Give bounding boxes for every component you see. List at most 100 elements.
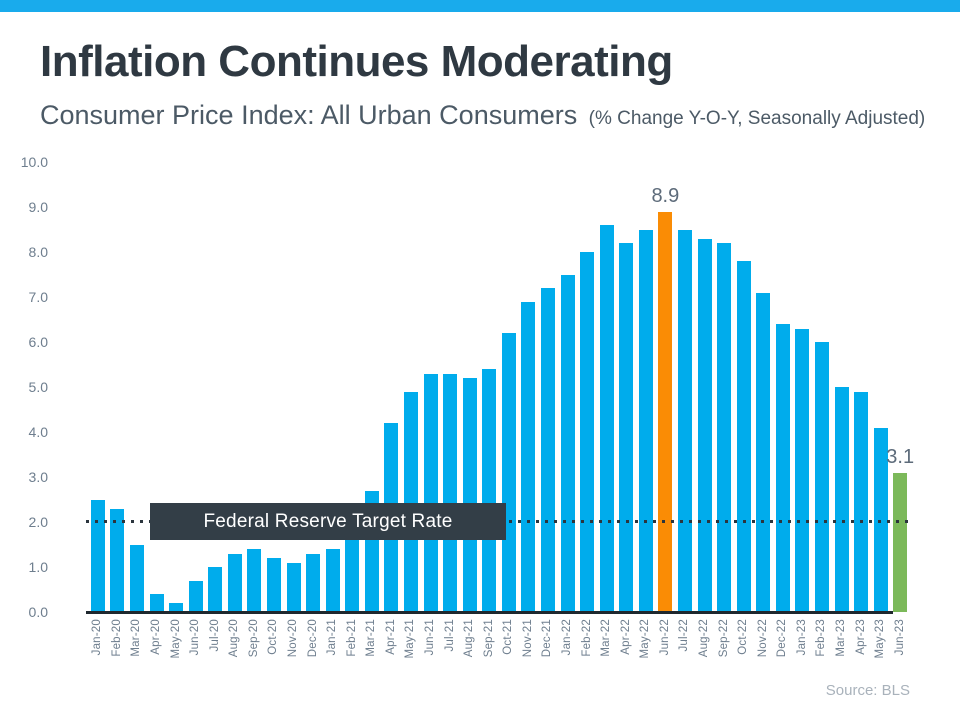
x-tick-label: Dec-22 — [776, 619, 789, 658]
x-tick-label: May-21 — [404, 619, 417, 659]
x-tick-label: Aug-20 — [228, 619, 241, 658]
bar — [873, 427, 888, 612]
bar-highlighted — [893, 472, 908, 612]
x-tick-label: May-23 — [874, 619, 887, 659]
bar-value-label: 8.9 — [651, 184, 680, 207]
page-title: Inflation Continues Moderating — [40, 37, 673, 86]
x-tick-label: Sep-20 — [247, 619, 260, 658]
bar — [129, 544, 144, 612]
x-tick-label: Sep-22 — [717, 619, 730, 658]
bar — [227, 553, 242, 612]
bar — [540, 288, 555, 612]
x-tick-label: May-22 — [639, 619, 652, 659]
source-label: Source: BLS — [825, 682, 910, 699]
x-tick-label: Feb-23 — [815, 619, 828, 657]
x-tick-label: Mar-20 — [130, 619, 143, 657]
subtitle-text: Consumer Price Index: All Urban Consumer… — [40, 100, 578, 130]
x-tick-label: Dec-21 — [541, 619, 554, 658]
bar — [560, 274, 575, 612]
bar — [403, 391, 418, 612]
x-tick-label: Jan-21 — [326, 619, 339, 656]
subtitle-note: (% Change Y-O-Y, Seasonally Adjusted) — [588, 108, 926, 129]
x-tick-label: Jul-20 — [208, 619, 221, 652]
bar — [697, 238, 712, 612]
bar — [188, 580, 203, 612]
x-tick-label: Mar-23 — [835, 619, 847, 657]
bar — [638, 229, 653, 612]
bar — [854, 391, 869, 612]
bar — [443, 373, 458, 612]
bar — [775, 324, 790, 612]
x-tick-label: Feb-22 — [580, 619, 593, 657]
bar — [599, 225, 614, 612]
x-tick-label: Apr-23 — [854, 619, 867, 655]
bar — [521, 301, 536, 612]
bar — [814, 342, 829, 612]
bar — [169, 603, 184, 612]
y-tick-label: 9.0 — [28, 199, 48, 215]
y-tick-label: 2.0 — [28, 514, 48, 530]
bar — [90, 499, 105, 612]
y-tick-label: 6.0 — [28, 334, 48, 350]
accent-strip — [0, 0, 960, 12]
x-tick-label: Nov-22 — [756, 619, 769, 658]
x-tick-label: Oct-21 — [502, 619, 515, 655]
x-tick-label: Jul-22 — [678, 619, 691, 652]
bar — [756, 292, 771, 612]
x-tick-label: Jun-21 — [424, 619, 436, 656]
bar — [286, 562, 301, 612]
y-tick-label: 1.0 — [28, 559, 48, 575]
x-tick-label: Jun-22 — [658, 619, 671, 656]
bar — [501, 333, 516, 612]
x-tick-label: Oct-22 — [737, 619, 750, 655]
bar — [266, 558, 281, 612]
bar — [423, 373, 438, 612]
x-tick-label: Mar-21 — [365, 619, 378, 657]
x-axis-line — [86, 611, 893, 614]
bar — [110, 508, 125, 612]
y-tick-label: 0.0 — [28, 604, 48, 620]
y-tick-label: 8.0 — [28, 244, 48, 260]
bar-value-label: 3.1 — [886, 445, 915, 468]
x-tick-label: Dec-20 — [306, 619, 319, 658]
bar — [482, 369, 497, 612]
bar — [834, 387, 849, 612]
chart-subtitle: Consumer Price Index: All Urban Consumer… — [40, 100, 940, 131]
x-tick-label: Apr-20 — [150, 619, 162, 655]
bar — [717, 243, 732, 612]
x-tick-label: Jan-23 — [795, 619, 808, 656]
x-tick-label: Jun-23 — [893, 619, 906, 656]
y-tick-label: 4.0 — [28, 424, 48, 440]
y-tick-label: 5.0 — [28, 379, 48, 395]
bar — [677, 229, 692, 612]
x-tick-label: Jan-22 — [561, 619, 573, 656]
x-tick-label: Mar-22 — [600, 619, 613, 657]
x-tick-label: May-20 — [169, 619, 182, 659]
bar — [619, 243, 634, 612]
x-tick-label: Jan-20 — [91, 619, 104, 656]
x-tick-label: Apr-22 — [619, 619, 632, 655]
x-tick-label: Jul-21 — [443, 619, 456, 652]
bar — [149, 594, 164, 612]
x-tick-label: Nov-20 — [287, 619, 299, 658]
fed-target-rate-label: Federal Reserve Target Rate — [150, 503, 506, 540]
bar — [736, 261, 751, 612]
bar — [580, 252, 595, 612]
bar — [345, 535, 360, 612]
x-tick-label: Feb-21 — [345, 619, 358, 657]
x-tick-label: Aug-22 — [698, 619, 710, 658]
x-tick-label: Apr-21 — [384, 619, 397, 655]
x-tick-label: Feb-20 — [110, 619, 123, 657]
bar — [247, 549, 262, 612]
bar — [462, 378, 477, 612]
bar — [795, 328, 810, 612]
x-tick-label: Sep-21 — [482, 619, 495, 658]
x-tick-label: Aug-21 — [463, 619, 476, 658]
x-tick-label: Nov-21 — [521, 619, 534, 658]
bar — [306, 553, 321, 612]
y-tick-label: 10.0 — [20, 154, 48, 170]
bar — [208, 567, 223, 612]
bar — [325, 549, 340, 612]
bar-highlighted — [658, 211, 673, 612]
